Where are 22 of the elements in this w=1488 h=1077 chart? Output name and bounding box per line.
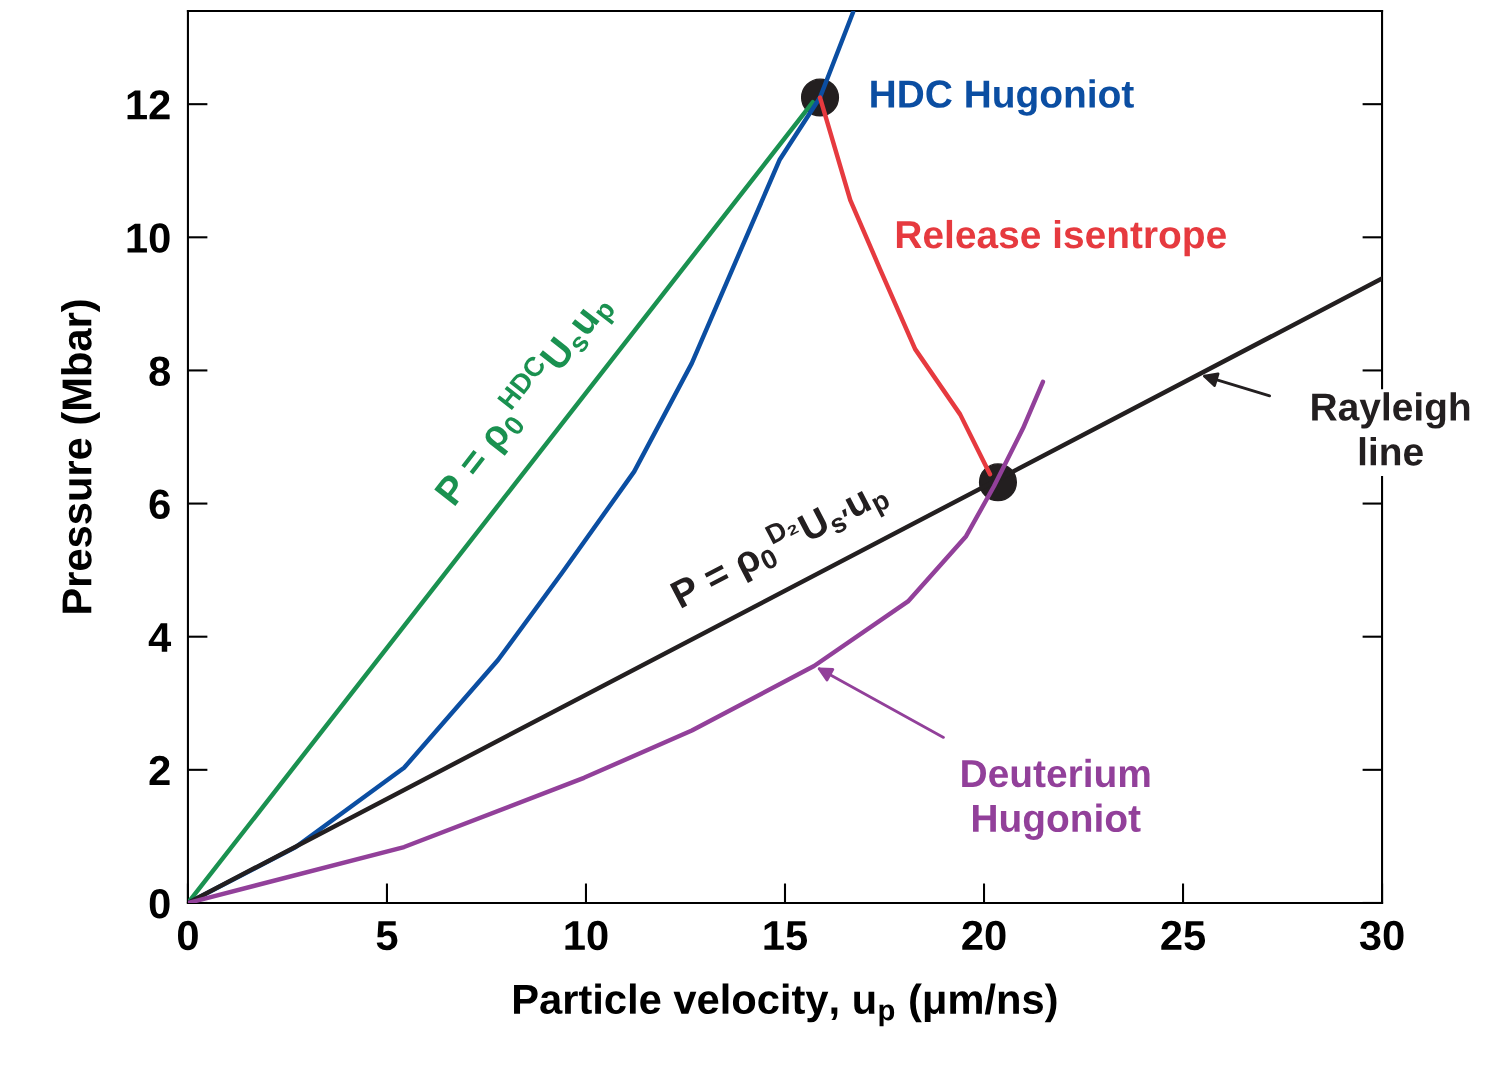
- x-tick-label: 25: [1161, 920, 1206, 951]
- annotation: Deuterium Hugoniot: [962, 758, 1150, 840]
- y-tick-label: 6: [149, 489, 170, 520]
- y-tick-label: 2: [149, 755, 170, 785]
- annotation: Release isentrope: [896, 219, 1226, 257]
- y-tick-label: 4: [148, 623, 172, 652]
- annotation: P = ρ$_{0}$$^{D₂}$U$_{s′}$u$_{p}$: [666, 471, 894, 619]
- x-tick-label: 5: [376, 921, 398, 951]
- annotation: Rayleigh line: [1312, 392, 1470, 466]
- x-tick-label: 10: [565, 920, 608, 951]
- x-tick-label: 30: [1359, 920, 1404, 951]
- y-axis-title: Pressure (Mbar): [61, 300, 100, 613]
- y-tick-label: 12: [127, 90, 170, 120]
- y-tick-label: 8: [149, 356, 170, 386]
- annotation: P = ρ$_{0}$$^{HDC}$U$_{s}$u$_{p}$: [429, 286, 621, 514]
- x-tick-label: 15: [764, 921, 808, 951]
- y-tick-label: 0: [149, 888, 170, 919]
- x-axis-title: Particle velocity, u$_{p}$ (μm/ns): [514, 983, 1057, 1027]
- annotation: HDC Hugoniot: [871, 79, 1134, 116]
- x-tick-label: 20: [962, 920, 1006, 951]
- x-tick-label: 0: [178, 920, 198, 951]
- y-tick-label: 10: [127, 223, 170, 253]
